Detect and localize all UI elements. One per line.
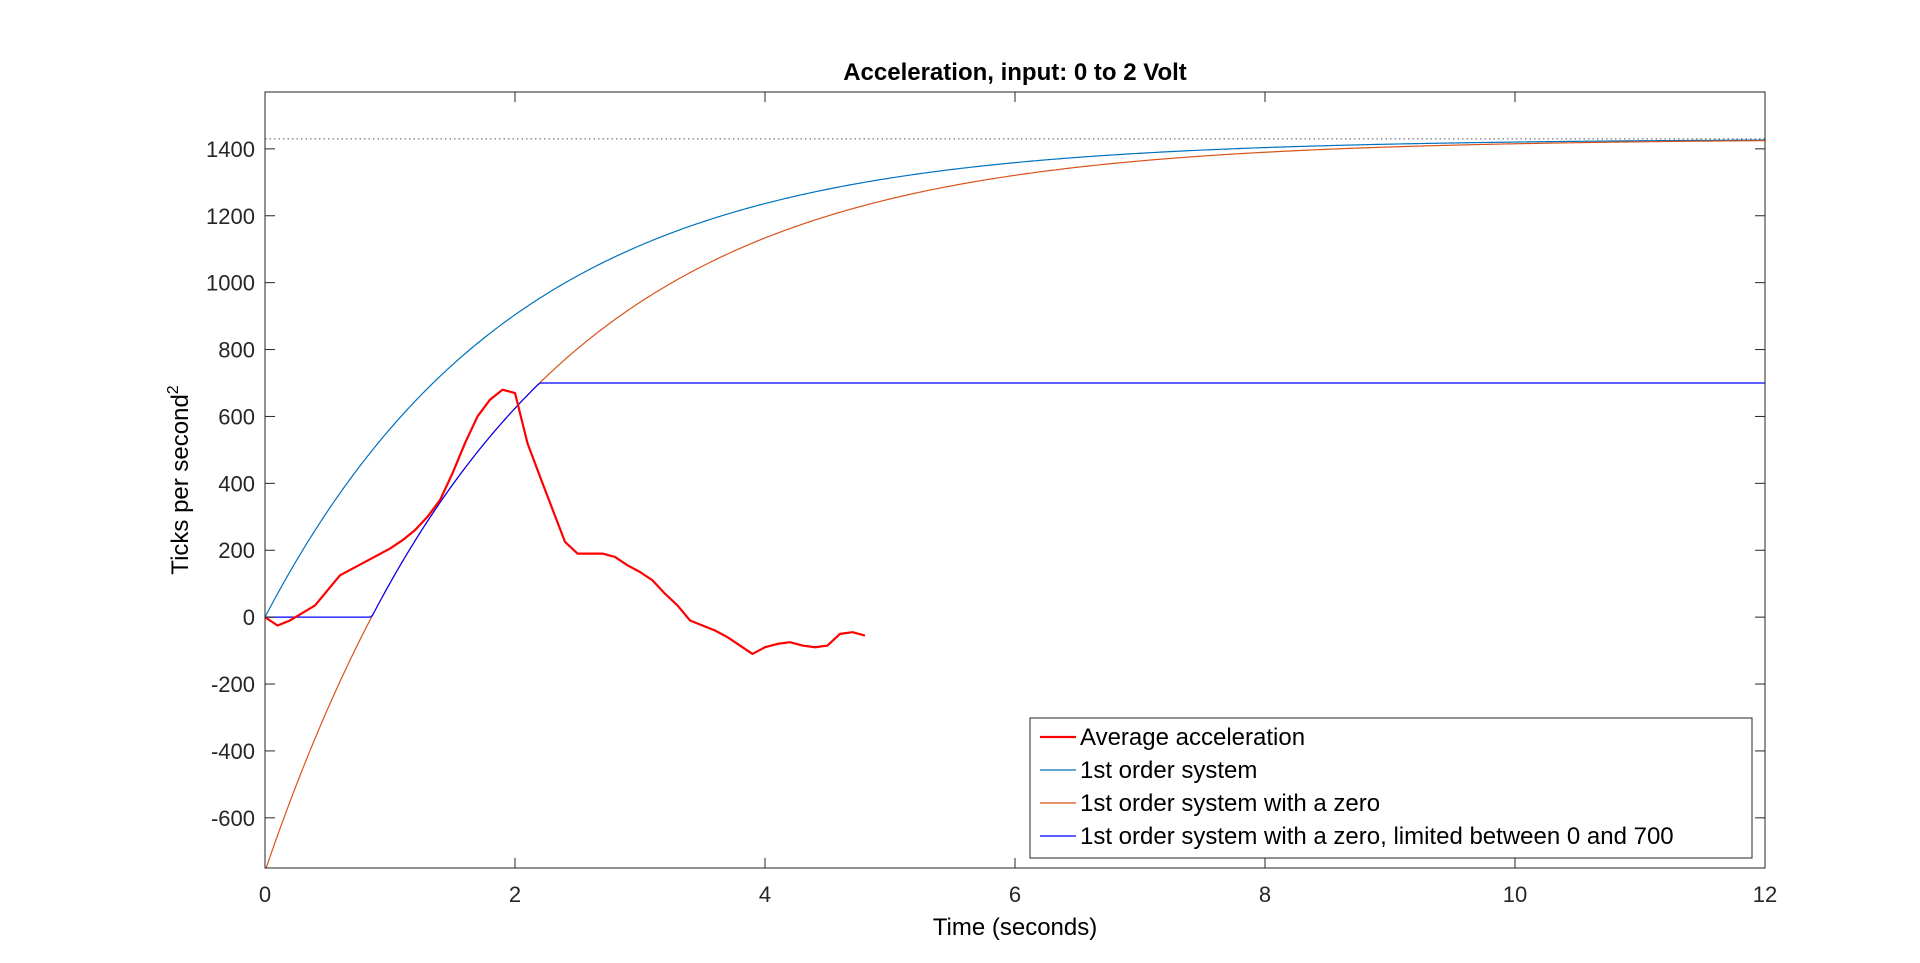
y-tick-label: 200 (218, 538, 255, 563)
y-tick-label: -600 (211, 806, 255, 831)
x-axis-label: Time (seconds) (933, 914, 1097, 941)
legend-entry-label: 1st order system with a zero, limited be… (1080, 823, 1674, 850)
series-line-1 (265, 139, 1765, 618)
x-tick-label: 6 (1009, 882, 1021, 907)
ticks-layer: 0 2 4 6 8 10 12 -600 -400 -200 0 200 400 600 800 1000 12… (206, 92, 1777, 907)
x-tick-label: 8 (1259, 882, 1271, 907)
y-tick-label: 0 (243, 605, 255, 630)
legend-entry-label: 1st order system with a zero (1080, 790, 1380, 817)
y-axis-label-text: Ticks per second (167, 394, 194, 575)
legend-entry-label: Average acceleration (1080, 724, 1305, 751)
y-axis-label: Ticks per second2 (165, 385, 194, 575)
y-tick-label: -200 (211, 672, 255, 697)
series-line-0 (265, 388, 866, 656)
series-layer (265, 138, 1765, 868)
y-tick-label: 600 (218, 404, 255, 429)
legend-box (1029, 717, 1753, 859)
legend-entry-label: 1st order system (1080, 757, 1257, 784)
series-line-3 (265, 382, 1765, 618)
legend: Average acceleration 1st order system 1st … (1029, 717, 1753, 859)
y-tick-label: 400 (218, 471, 255, 496)
chart-title: Acceleration, input: 0 to 2 Volt (843, 59, 1187, 86)
y-tick-label: 800 (218, 338, 255, 363)
x-tick-label: 4 (759, 882, 771, 907)
x-tick-label: 12 (1753, 882, 1777, 907)
y-tick-label: 1200 (206, 204, 255, 229)
y-axis-label-superscript: 2 (165, 385, 182, 394)
x-tick-label: 2 (509, 882, 521, 907)
y-tick-label: 1000 (206, 271, 255, 296)
x-tick-label: 0 (259, 882, 271, 907)
y-tick-label: -400 (211, 739, 255, 764)
x-tick-label: 10 (1503, 882, 1527, 907)
y-tick-label: 1400 (206, 137, 255, 162)
